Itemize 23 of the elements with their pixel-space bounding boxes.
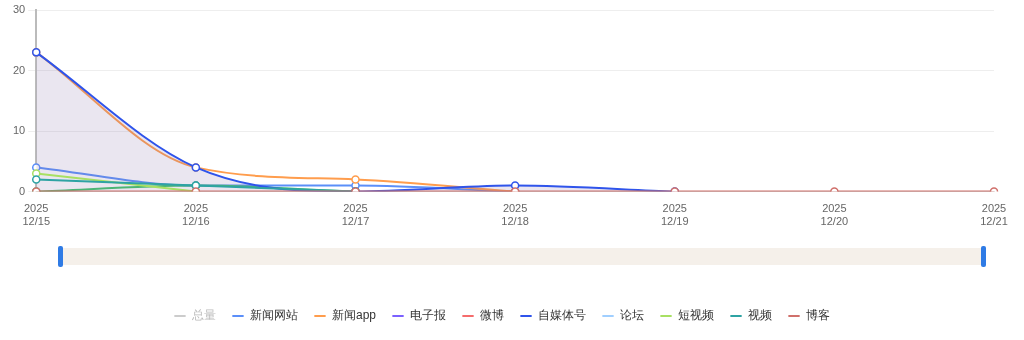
x-tick-label: 2025 12/19 <box>660 202 689 228</box>
legend-label: 微博 <box>480 308 505 323</box>
legend-label: 视频 <box>748 308 773 323</box>
legend-label: 论坛 <box>620 308 645 323</box>
legend-label: 新闻app <box>331 308 377 323</box>
legend-label: 博客 <box>806 308 831 323</box>
x-tick-label: 2025 12/17 <box>341 202 370 228</box>
legend-label: 短视频 <box>678 308 715 323</box>
x-tick-label: 2025 12/15 <box>22 202 50 228</box>
y-tick-label: 0 <box>19 184 26 197</box>
y-tick-label: 20 <box>12 63 26 76</box>
legend-label: 自媒体号 <box>538 308 587 323</box>
x-tick-label: 2025 12/18 <box>501 202 529 228</box>
y-tick-label: 10 <box>12 124 26 137</box>
legend-label: 电子报 <box>410 308 447 323</box>
legend-label: 总量 <box>190 308 216 323</box>
legend-label: 新闻网站 <box>249 308 298 323</box>
x-tick-label: 2025 12/21 <box>980 202 1008 228</box>
point <box>31 175 41 184</box>
point <box>351 175 360 184</box>
x-tick-label: 2025 12/20 <box>820 202 849 228</box>
x-tick-label: 2025 12/16 <box>182 202 210 228</box>
y-tick-label: 30 <box>12 3 26 16</box>
